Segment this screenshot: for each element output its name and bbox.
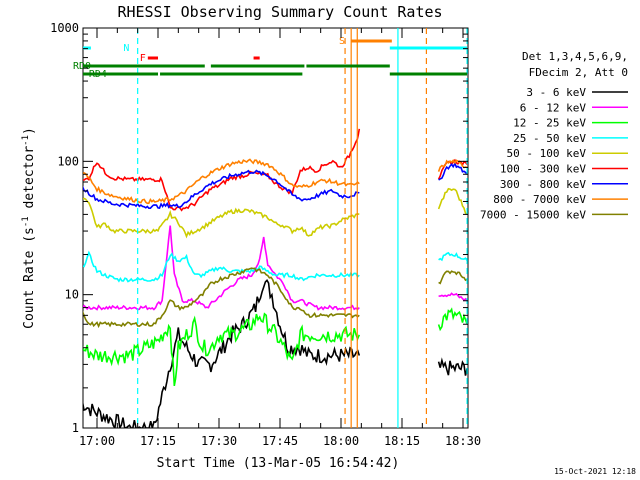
legend-label-2: 12 - 25 keV [513, 117, 586, 130]
vertical-markers [137, 28, 468, 428]
series-line-4 [83, 197, 360, 239]
flag-bar-label-F: F [140, 53, 146, 64]
legend-label-8: 7000 - 15000 keV [480, 208, 586, 221]
series-line-5 [83, 128, 361, 212]
series-tail-4 [437, 187, 468, 216]
x-tick-label: 18:15 [384, 434, 420, 448]
series-line-6 [83, 169, 360, 209]
legend-label-4: 50 - 100 keV [507, 147, 587, 160]
series-line-0 [83, 278, 361, 428]
plot-frame [82, 27, 469, 429]
legend: Det 1,3,4,5,6,9, FDecim 2, Att 0 3 - 6 k… [480, 50, 628, 221]
y-tick-label: 10 [65, 288, 79, 302]
x-tick-label: 17:00 [79, 434, 115, 448]
legend-header-2: FDecim 2, Att 0 [529, 66, 628, 79]
series-tail-8 [438, 270, 468, 285]
x-tick-label: 17:15 [140, 434, 176, 448]
timestamp: 15-Oct-2021 12:18 [554, 467, 636, 476]
legend-header-1: Det 1,3,4,5,6,9, [522, 50, 628, 63]
y-tick-label: 100 [57, 154, 79, 168]
series-tail-3 [438, 251, 468, 262]
x-axis-label: Start Time (13-Mar-05 16:54:42) [157, 456, 400, 471]
x-tick-label: 18:00 [323, 434, 359, 448]
y-tick-label: 1000 [50, 21, 79, 35]
series-line-2 [83, 312, 361, 387]
legend-label-5: 100 - 300 keV [500, 163, 586, 176]
y-axis-label: Count Rate (s-1 detector-1) [21, 127, 37, 329]
series-layer [83, 128, 468, 428]
series-line-7 [83, 158, 360, 205]
series-line-3 [83, 250, 360, 283]
series-tail-7 [437, 159, 468, 172]
x-tick-label: 17:45 [262, 434, 298, 448]
legend-label-6: 300 - 800 keV [500, 178, 586, 191]
legend-label-0: 3 - 6 keV [526, 86, 586, 99]
flag-bar-label-S: S [339, 36, 345, 47]
legend-label-7: 800 - 7000 keV [493, 193, 586, 206]
series-tail-1 [438, 292, 468, 302]
y-tick-label: 1 [72, 421, 79, 435]
series-tail-2 [437, 307, 468, 332]
series-tail-6 [438, 161, 468, 181]
flag-bar-label-N: N [123, 43, 129, 54]
legend-label-1: 6 - 12 keV [520, 101, 587, 114]
x-tick-label: 18:30 [445, 434, 481, 448]
flag-bar-label-RD4: RD4 [89, 69, 107, 80]
flag-bar-label-RD0: RD0 [73, 61, 91, 72]
series-line-1 [83, 225, 360, 311]
chart-title: RHESSI Observing Summary Count Rates [117, 3, 442, 21]
legend-label-3: 25 - 50 keV [513, 132, 586, 145]
x-axis: 17:00 17:15 17:30 17:45 18:00 18:15 18:30 [79, 28, 481, 448]
x-tick-label: 17:30 [201, 434, 237, 448]
series-tail-0 [437, 357, 468, 376]
series-line-8 [83, 267, 360, 329]
y-axis: 1 10 100 1000 [50, 21, 468, 435]
